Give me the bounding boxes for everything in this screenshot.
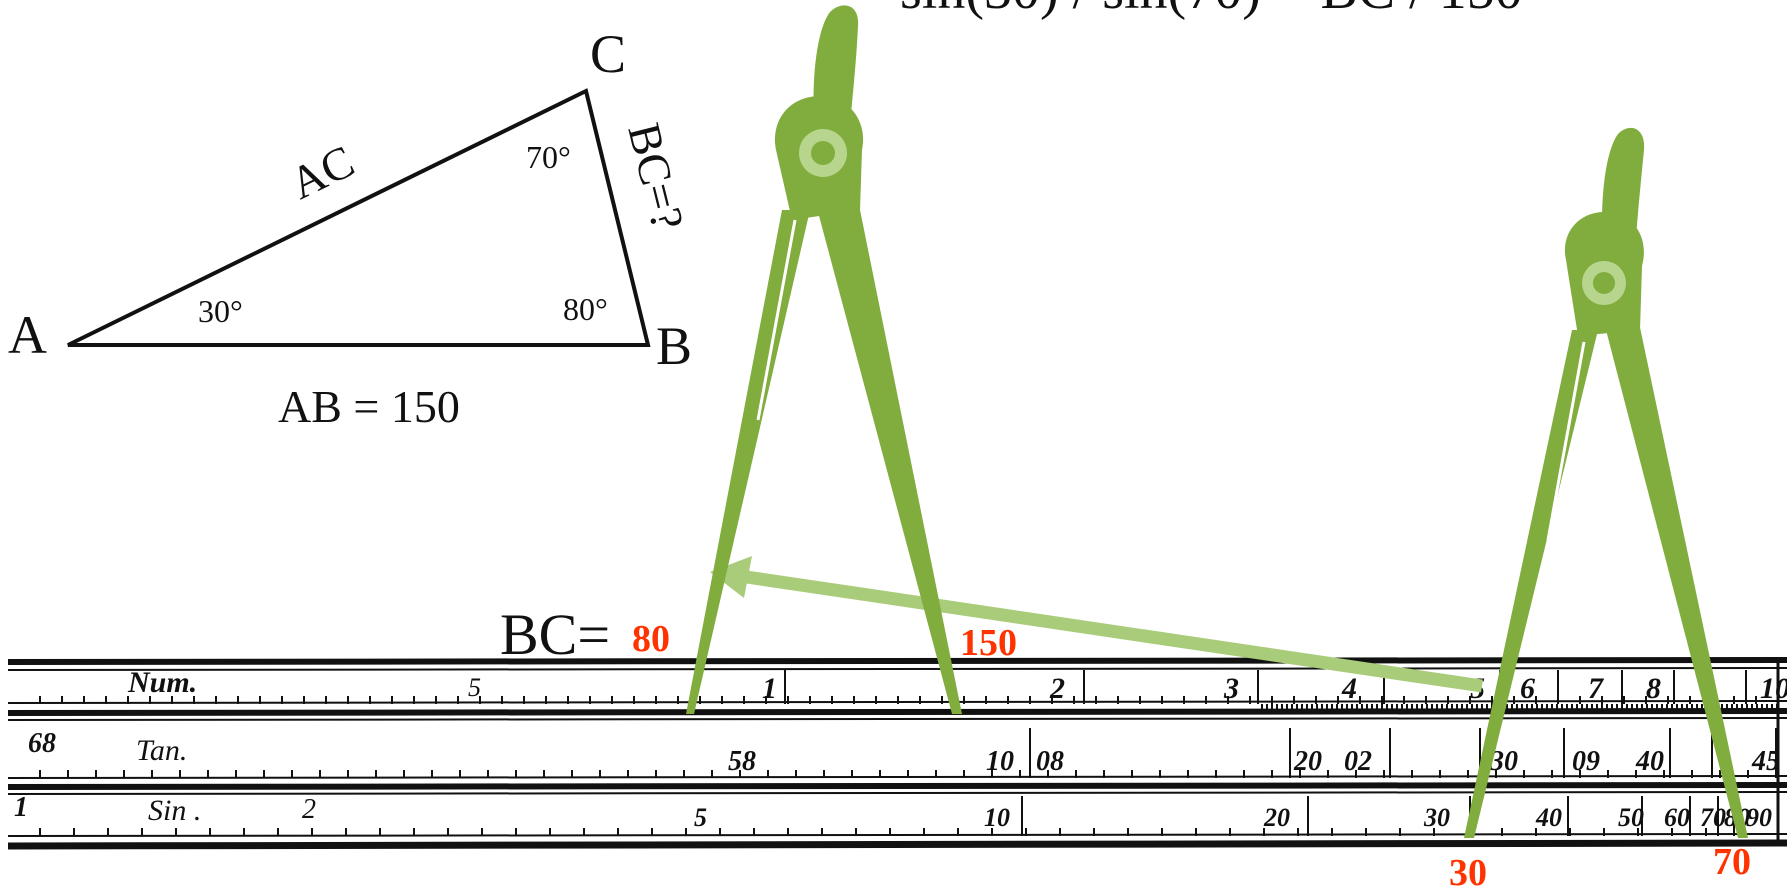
sin-tick-10: 10 xyxy=(984,803,1010,832)
compass-left-leg-l xyxy=(686,210,810,714)
sin-tick-60: 60 xyxy=(1664,803,1690,832)
tan-tick-45: 45 xyxy=(1751,746,1780,777)
sin-scale-label: Sin . xyxy=(148,794,201,827)
sin-tick-labels: 5102030405060708090 xyxy=(694,803,1772,832)
sin-left-value: 1 xyxy=(14,792,28,823)
tan-tick-labels: 58 10 08 20 02 30 09 40 45 xyxy=(728,746,1780,777)
sin-tick-50: 50 xyxy=(1618,803,1644,832)
sin-tick-90: 90 xyxy=(1746,803,1772,832)
vertex-c-label: C xyxy=(590,24,626,84)
compass-left xyxy=(686,5,962,714)
tan-tick-20: 20 xyxy=(1293,746,1322,777)
triangle-figure: A B C AC BC=? AB = 150 30° 80° 70° xyxy=(8,24,694,432)
num-tick-1: 1 xyxy=(762,672,777,705)
vertex-a-label: A xyxy=(8,305,47,365)
compass-right-leg-r xyxy=(1606,318,1748,838)
sin-tick-20: 20 xyxy=(1263,803,1290,832)
num-tick-7: 7 xyxy=(1588,672,1604,705)
rule-top-edge-2 xyxy=(7,667,1787,671)
tan-tick-58: 58 xyxy=(728,746,756,777)
num-tick-labels: 1234567810 xyxy=(762,672,1787,705)
sin-tick-40: 40 xyxy=(1535,803,1562,832)
rule-tan-bottom xyxy=(7,782,1787,790)
sin-baseline xyxy=(7,833,1787,837)
tan-tick-40: 40 xyxy=(1635,746,1664,777)
num-tick-6: 6 xyxy=(1520,672,1535,705)
tan-tick-08: 08 xyxy=(1036,746,1064,777)
rule-sin-bottom xyxy=(7,839,1787,850)
num-left-value: 5 xyxy=(468,673,481,702)
sin-30-value: 30 xyxy=(1449,852,1487,893)
angle-c-label: 70° xyxy=(526,139,571,175)
header-equation: sin(30) / sin(70) = BC / 150 xyxy=(900,0,1523,21)
vertex-b-label: B xyxy=(656,316,692,376)
tan-tick-09: 09 xyxy=(1572,746,1600,777)
compass-left-leg-r xyxy=(818,200,962,714)
rule-top-edge xyxy=(7,657,1787,665)
num-tick-2: 2 xyxy=(1049,672,1065,705)
side-bc-label: BC=? xyxy=(618,118,694,235)
sin-tick-30: 30 xyxy=(1423,803,1450,832)
tan-scale-label: Tan. xyxy=(136,734,187,767)
gunter-scale xyxy=(7,657,1787,850)
rule-tan-bottom-2 xyxy=(7,791,1787,795)
compass-right xyxy=(1464,127,1748,838)
tan-baseline xyxy=(7,775,1787,779)
tan-tick-02: 02 xyxy=(1344,746,1372,777)
triangle-shape xyxy=(67,88,651,347)
tan-left-value: 68 xyxy=(28,728,56,759)
scale-ticks xyxy=(39,670,1778,836)
sin-tick-70: 70 xyxy=(1700,803,1726,832)
num-tick-4: 4 xyxy=(1341,672,1357,705)
side-ab-label: AB = 150 xyxy=(278,381,460,432)
tan-tick-10: 10 xyxy=(986,746,1014,777)
rule-num-bottom-2 xyxy=(7,717,1787,721)
transfer-arrow xyxy=(710,556,1483,693)
sin-70-value: 70 xyxy=(1713,841,1751,883)
num-tick-3: 3 xyxy=(1223,672,1239,705)
angle-b-label: 80° xyxy=(563,291,608,327)
bc-value: 80 xyxy=(632,618,670,660)
rule-num-bottom xyxy=(7,708,1787,716)
side-ac-label: AC xyxy=(282,135,362,209)
num-tick-10: 10 xyxy=(1760,672,1787,705)
num-tick-8: 8 xyxy=(1646,672,1661,705)
sin-tick-5: 5 xyxy=(694,803,707,832)
sin-left-value-2: 2 xyxy=(302,794,316,825)
angle-a-label: 30° xyxy=(198,293,243,329)
num-scale-label: Num. xyxy=(127,666,197,699)
num-150-value: 150 xyxy=(960,622,1017,664)
bc-result-label: BC= xyxy=(500,602,610,667)
